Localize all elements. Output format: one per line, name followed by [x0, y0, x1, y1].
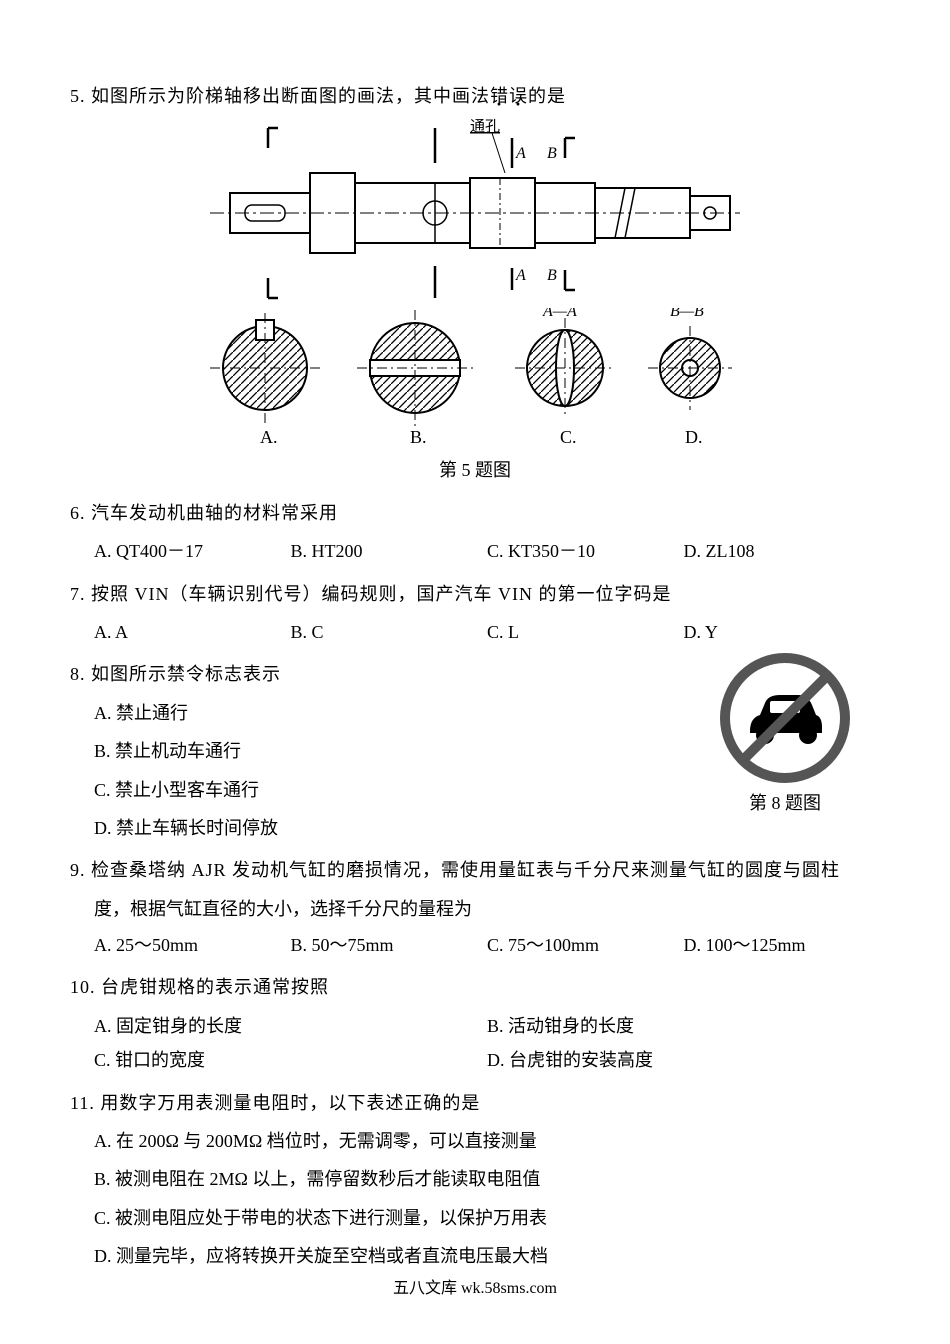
q7-body: 按照 VIN（车辆识别代号）编码规则，国产汽车 VIN 的第一位字码是	[91, 584, 671, 604]
q8-body: 如图所示禁令标志表示	[91, 664, 281, 684]
q9-options: A. 25～50mm B. 50～75mm C. 75～100mm D. 100…	[70, 929, 880, 961]
q5-suffix: 的是	[528, 86, 566, 106]
svg-text:B: B	[547, 267, 557, 284]
q11-options: A. 在 200Ω 与 200MΩ 档位时，无需调零，可以直接测量 B. 被测电…	[70, 1125, 880, 1273]
q9-text: 9. 检查桑塔纳 AJR 发动机气缸的磨损情况，需使用量缸表与千分尺来测量气缸的…	[70, 854, 880, 886]
q7-optB: B. C	[291, 616, 488, 648]
q11-text: 11. 用数字万用表测量电阻时，以下表述正确的是	[70, 1087, 880, 1119]
q6-optA: A. QT400－17	[94, 535, 291, 567]
q6-optB: B. HT200	[291, 535, 488, 567]
svg-text:C.: C.	[560, 427, 577, 447]
q8-figure-caption: 第 8 题图	[720, 787, 850, 819]
q11-optA: A. 在 200Ω 与 200MΩ 档位时，无需调零，可以直接测量	[94, 1125, 880, 1157]
question-5: 5. 如图所示为阶梯轴移出断面图的画法，其中画法错误的是	[70, 80, 880, 487]
svg-text:B—B: B—B	[670, 308, 704, 320]
q10-optD: D. 台虎钳的安装高度	[487, 1044, 880, 1076]
svg-text:A: A	[515, 267, 526, 284]
q11-optD: D. 测量完毕，应将转换开关旋至空档或者直流电压最大档	[94, 1240, 880, 1272]
question-8: 8. 如图所示禁令标志表示 A. 禁止通行 B. 禁止机动车通行 C. 禁止小型…	[70, 658, 880, 844]
q5-text: 5. 如图所示为阶梯轴移出断面图的画法，其中画法错误的是	[70, 80, 880, 112]
q5-prefix: 如图所示为阶梯轴移出断面图的画法，其中画法	[91, 86, 490, 106]
q11-optB: B. 被测电阻在 2MΩ 以上，需停留数秒后才能读取电阻值	[94, 1163, 880, 1195]
label-tongkong: 通孔	[470, 118, 500, 135]
q10-options2: C. 钳口的宽度 D. 台虎钳的安装高度	[70, 1044, 880, 1076]
q8-figure: 第 8 题图	[720, 653, 850, 819]
question-6: 6. 汽车发动机曲轴的材料常采用 A. QT400－17 B. HT200 C.…	[70, 497, 880, 568]
q6-optC: C. KT350－10	[487, 535, 684, 567]
q9-line2: 度，根据气缸直径的大小，选择千分尺的量程为	[70, 893, 880, 925]
q5-figure-caption: 第 5 题图	[70, 454, 880, 486]
svg-text:B: B	[547, 145, 557, 162]
q6-num: 6.	[70, 503, 86, 523]
q9-num: 9.	[70, 860, 86, 880]
q10-text: 10. 台虎钳规格的表示通常按照	[70, 971, 880, 1003]
q7-optA: A. A	[94, 616, 291, 648]
q8-num: 8.	[70, 664, 86, 684]
q6-optD: D. ZL108	[684, 535, 881, 567]
q11-body: 用数字万用表测量电阻时，以下表述正确的是	[100, 1093, 480, 1113]
q7-text: 7. 按照 VIN（车辆识别代号）编码规则，国产汽车 VIN 的第一位字码是	[70, 578, 880, 610]
question-11: 11. 用数字万用表测量电阻时，以下表述正确的是 A. 在 200Ω 与 200…	[70, 1087, 880, 1273]
svg-text:A—A: A—A	[542, 308, 577, 320]
q5-emph2: 误	[509, 86, 528, 106]
q6-text: 6. 汽车发动机曲轴的材料常采用	[70, 497, 880, 529]
q9-line1: 检查桑塔纳 AJR 发动机气缸的磨损情况，需使用量缸表与千分尺来测量气缸的圆度与…	[91, 860, 840, 880]
q6-body: 汽车发动机曲轴的材料常采用	[91, 503, 338, 523]
q7-optC: C. L	[487, 616, 684, 648]
q11-num: 11.	[70, 1093, 95, 1113]
question-9: 9. 检查桑塔纳 AJR 发动机气缸的磨损情况，需使用量缸表与千分尺来测量气缸的…	[70, 854, 880, 961]
q9-optD: D. 100～125mm	[684, 929, 881, 961]
q5-sections-svg: A—A B—B A. B. C. D.	[195, 308, 755, 448]
q5-num: 5.	[70, 86, 86, 106]
q11-optC: C. 被测电阻应处于带电的状态下进行测量，以保护万用表	[94, 1202, 880, 1234]
q10-num: 10.	[70, 977, 96, 997]
q9-optA: A. 25～50mm	[94, 929, 291, 961]
question-10: 10. 台虎钳规格的表示通常按照 A. 固定钳身的长度 B. 活动钳身的长度 C…	[70, 971, 880, 1076]
q9-optC: C. 75～100mm	[487, 929, 684, 961]
svg-text:A: A	[515, 145, 526, 162]
q5-emph1: 错	[490, 86, 509, 106]
q10-optC: C. 钳口的宽度	[94, 1044, 487, 1076]
q8-sign-svg	[720, 653, 850, 783]
q10-options1: A. 固定钳身的长度 B. 活动钳身的长度	[70, 1010, 880, 1042]
page-footer: 五八文库 wk.58sms.com	[0, 1275, 950, 1304]
question-7: 7. 按照 VIN（车辆识别代号）编码规则，国产汽车 VIN 的第一位字码是 A…	[70, 578, 880, 649]
q10-body: 台虎钳规格的表示通常按照	[101, 977, 329, 997]
q7-num: 7.	[70, 584, 86, 604]
q9-optB: B. 50～75mm	[291, 929, 488, 961]
q5-shaft-svg: 通孔 A A B B	[210, 118, 740, 308]
q5-main-figure: 通孔 A A B B	[70, 118, 880, 486]
svg-text:D.: D.	[685, 427, 703, 447]
q10-optB: B. 活动钳身的长度	[487, 1010, 880, 1042]
q7-options: A. A B. C C. L D. Y	[70, 616, 880, 648]
q7-optD: D. Y	[684, 616, 881, 648]
svg-text:A.: A.	[260, 427, 278, 447]
svg-text:B.: B.	[410, 427, 427, 447]
q10-optA: A. 固定钳身的长度	[94, 1010, 487, 1042]
q6-options: A. QT400－17 B. HT200 C. KT350－10 D. ZL10…	[70, 535, 880, 567]
